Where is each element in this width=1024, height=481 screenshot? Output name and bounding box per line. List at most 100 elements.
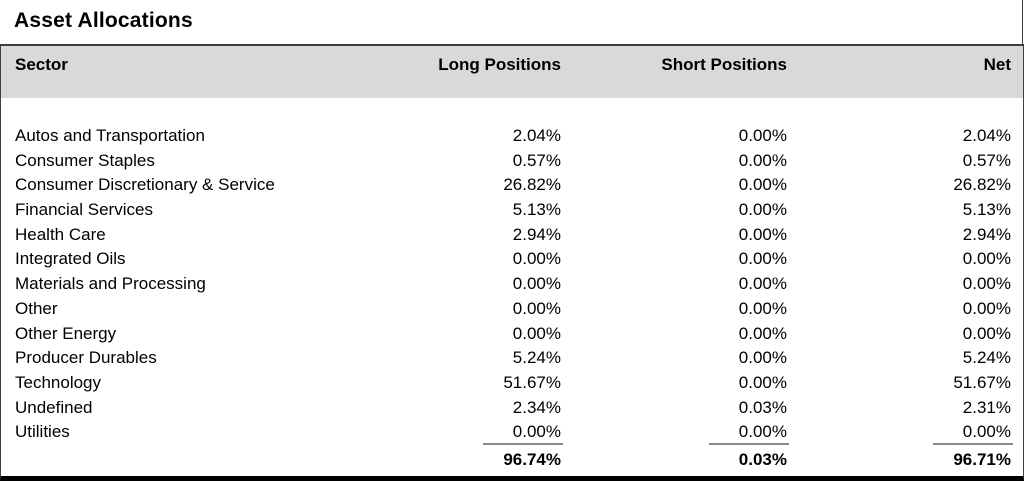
- short-positions-value: 0.00%: [738, 372, 787, 392]
- short-positions-cell: 0.03%: [561, 396, 787, 421]
- sector-cell: Autos and Transportation: [15, 126, 205, 145]
- table-row: Health Care 2.94% 0.00% 2.94%: [1, 223, 1023, 248]
- net-cell: 5.24%: [787, 346, 1023, 371]
- table-row: Undefined 2.34% 0.03% 2.31%: [1, 396, 1023, 421]
- short-positions-value: 0.00%: [738, 348, 787, 368]
- long-positions-cell: 0.00%: [335, 272, 561, 297]
- long-positions-cell: 0.57%: [335, 149, 561, 174]
- net-cell: 26.82%: [787, 173, 1023, 198]
- page-title: Asset Allocations: [14, 9, 193, 32]
- short-positions-value: 0.00%: [738, 274, 787, 294]
- column-header-long-positions: Long Positions: [438, 55, 561, 74]
- net-value: 2.04%: [962, 126, 1011, 145]
- sector-cell: Financial Services: [15, 200, 153, 220]
- table-row: Other 0.00% 0.00% 0.00%: [1, 297, 1023, 322]
- net-cell: 0.57%: [787, 149, 1023, 174]
- long-positions-value: 0.00%: [512, 249, 561, 269]
- column-header-sector: Sector: [15, 55, 68, 74]
- net-value: 2.94%: [962, 224, 1011, 244]
- long-positions-value: 2.34%: [512, 397, 561, 417]
- short-positions-value: 0.00%: [738, 126, 787, 145]
- short-positions-cell: 0.00%: [561, 149, 787, 174]
- long-positions-cell: 0.00%: [335, 297, 561, 322]
- sector-cell: Technology: [15, 372, 102, 392]
- long-positions-value: 0.00%: [512, 274, 561, 294]
- net-value: 0.00%: [962, 249, 1011, 269]
- table-row: Financial Services 5.13% 0.00% 5.13%: [1, 198, 1023, 223]
- sector-cell: Consumer Staples: [15, 150, 155, 170]
- net-cell: 51.67%: [787, 371, 1023, 396]
- net-cell: 5.13%: [787, 198, 1023, 223]
- short-positions-cell: 0.00%: [561, 297, 787, 322]
- net-value: 0.00%: [933, 421, 1013, 446]
- net-cell: 2.94%: [787, 223, 1023, 248]
- net-cell: 0.00%: [787, 247, 1023, 272]
- short-positions-value: 0.03%: [738, 397, 787, 417]
- net-value: 5.13%: [962, 200, 1011, 220]
- short-positions-cell: 0.00%: [561, 247, 787, 272]
- long-positions-cell: 0.00%: [335, 420, 563, 446]
- short-positions-value: 0.00%: [738, 224, 787, 244]
- short-positions-cell: 0.00%: [561, 346, 787, 371]
- table-body: Autos and Transportation 2.04% 0.00% 2.0…: [1, 124, 1023, 446]
- net-cell: 2.31%: [787, 396, 1023, 421]
- table-row: Materials and Processing 0.00% 0.00% 0.0…: [1, 272, 1023, 297]
- short-positions-cell: 0.00%: [561, 198, 787, 223]
- sector-cell: Utilities: [15, 422, 70, 442]
- long-positions-cell: 0.00%: [335, 247, 561, 272]
- short-positions-value: 0.00%: [738, 150, 787, 170]
- table-row: Integrated Oils 0.00% 0.00% 0.00%: [1, 247, 1023, 272]
- short-positions-value: 0.00%: [738, 323, 787, 343]
- long-positions-cell: 5.24%: [335, 346, 561, 371]
- net-cell: 0.00%: [787, 297, 1023, 322]
- total-long-positions: 96.74%: [335, 445, 561, 475]
- sector-cell: Consumer Discretionary & Service: [15, 175, 275, 195]
- table-row: Consumer Discretionary & Service 26.82% …: [1, 173, 1023, 198]
- table-row: Producer Durables 5.24% 0.00% 5.24%: [1, 346, 1023, 371]
- header-body-gap: [1, 98, 1023, 124]
- net-value: 51.67%: [953, 372, 1011, 392]
- short-positions-value: 0.00%: [709, 421, 789, 446]
- short-positions-value: 0.00%: [738, 175, 787, 195]
- sector-cell: Producer Durables: [15, 348, 157, 368]
- column-header-short-positions: Short Positions: [661, 55, 787, 74]
- long-positions-value: 0.57%: [512, 150, 561, 170]
- long-positions-value: 0.00%: [512, 323, 561, 343]
- net-cell: 2.04%: [787, 124, 1023, 149]
- table-row: Consumer Staples 0.57% 0.00% 0.57%: [1, 149, 1023, 174]
- short-positions-value: 0.00%: [738, 200, 787, 220]
- short-positions-value: 0.00%: [738, 249, 787, 269]
- long-positions-cell: 51.67%: [335, 371, 561, 396]
- short-positions-cell: 0.00%: [561, 124, 787, 149]
- long-positions-value: 26.82%: [503, 175, 561, 195]
- long-positions-value: 5.24%: [512, 348, 561, 368]
- net-value: 0.00%: [962, 274, 1011, 294]
- total-short-positions: 0.03%: [561, 445, 787, 475]
- short-positions-cell: 0.00%: [561, 371, 787, 396]
- table-row: Technology 51.67% 0.00% 51.67%: [1, 371, 1023, 396]
- short-positions-cell: 0.00%: [561, 223, 787, 248]
- net-value: 5.24%: [962, 348, 1011, 368]
- total-long-value: 96.74%: [503, 449, 561, 469]
- net-cell: 0.00%: [787, 272, 1023, 297]
- net-value: 0.57%: [962, 150, 1011, 170]
- net-value: 2.31%: [962, 397, 1011, 417]
- net-value: 0.00%: [962, 298, 1011, 318]
- table-row: Other Energy 0.00% 0.00% 0.00%: [1, 322, 1023, 347]
- short-positions-cell: 0.00%: [561, 272, 787, 297]
- long-positions-cell: 0.00%: [335, 322, 561, 347]
- long-positions-cell: 2.04%: [335, 124, 561, 149]
- net-cell: 0.00%: [787, 322, 1023, 347]
- sector-cell: Materials and Processing: [15, 274, 206, 294]
- table-header-row: Sector Long Positions Short Positions Ne…: [1, 46, 1023, 98]
- net-value: 26.82%: [953, 175, 1011, 195]
- column-header-net: Net: [983, 55, 1011, 74]
- net-cell: 0.00%: [787, 420, 1023, 446]
- sector-cell: Other: [15, 298, 58, 318]
- page-edge-line: [1022, 0, 1023, 46]
- table-total-row: 96.74% 0.03% 96.71%: [1, 445, 1023, 475]
- sector-cell: Undefined: [15, 397, 93, 417]
- short-positions-cell: 0.00%: [561, 420, 789, 446]
- long-positions-cell: 26.82%: [335, 173, 561, 198]
- sector-cell: Other Energy: [15, 323, 117, 343]
